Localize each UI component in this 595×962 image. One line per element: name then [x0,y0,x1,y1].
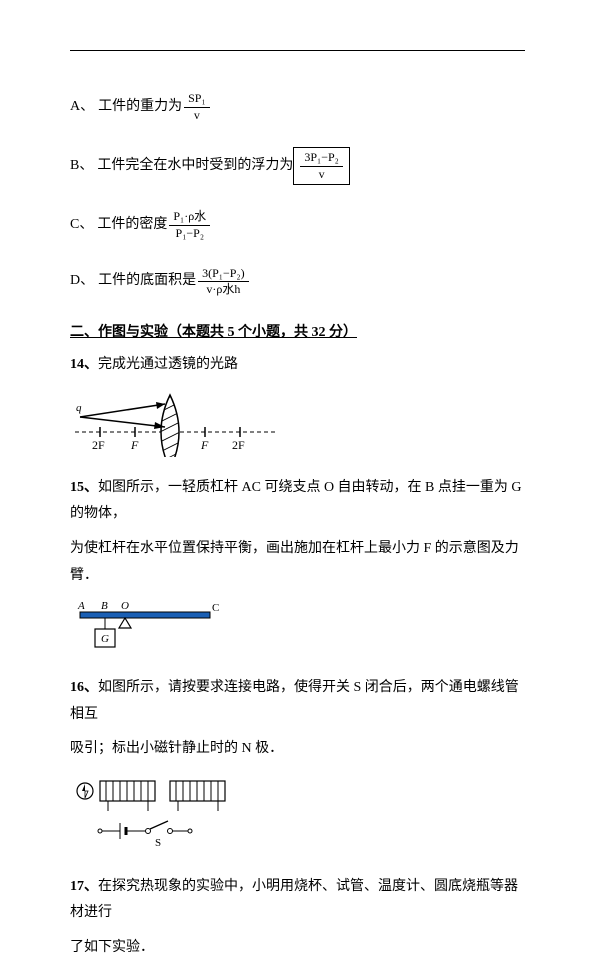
figure-15-lever: G A B O C [70,597,525,657]
frac-den: v [300,167,342,183]
frac-num: P₁·ρ水 [169,209,210,226]
option-b: B、 工件完全在水中时受到的浮力为 3P₁−P₂ v [70,147,525,185]
option-a-label: A、 [70,96,94,118]
figure-16-solenoids: S [70,771,525,856]
label-B: B [101,600,108,612]
question-17: 17、在探究热现象的实验中，小明用烧杯、试管、温度计、圆底烧瓶等器材进行 [70,874,525,927]
option-c: C、 工件的密度 P₁·ρ水 P₁−P₂ [70,209,525,241]
label-q: q [76,402,82,414]
question-15: 15、如图所示，一轻质杠杆 AC 可绕支点 O 自由转动，在 B 点挂一重为 G… [70,475,525,528]
option-b-label: B、 [70,155,93,177]
frac-num: SP₁ [184,91,210,108]
label-2F-right: 2F [232,438,245,452]
frac-den: P₁−P₂ [169,226,210,242]
option-c-fraction: P₁·ρ水 P₁−P₂ [169,209,210,241]
question-15-line2: 为使杠杆在水平位置保持平衡，画出施加在杠杆上最小力 F 的示意图及力臂． [70,536,525,589]
frac-num: 3P₁−P₂ [300,150,342,167]
label-C: C [212,602,219,614]
option-b-text: 工件完全在水中时受到的浮力为 [97,155,293,177]
q15-number: 15、 [70,480,98,495]
top-horizontal-rule [70,50,525,51]
option-d-label: D、 [70,270,94,292]
q14-number: 14、 [70,357,98,372]
question-16: 16、如图所示，请按要求连接电路，使得开关 S 闭合后，两个通电螺线管相互 [70,675,525,728]
option-c-text: 工件的密度 [97,214,167,236]
option-a: A、 工件的重力为 SP₁ v [70,91,525,123]
option-b-box: 3P₁−P₂ v [293,147,349,185]
option-d: D、 工件的底面积是 3(P₁−P₂) v·ρ水h [70,266,525,298]
option-d-fraction: 3(P₁−P₂) v·ρ水h [198,266,248,298]
label-F-right: F [200,438,209,452]
q16-text-line1: 如图所示，请按要求连接电路，使得开关 S 闭合后，两个通电螺线管相互 [70,680,519,722]
label-S: S [155,837,161,849]
q14-text: 完成光通过透镜的光路 [98,357,238,372]
option-d-text: 工件的底面积是 [98,270,196,292]
label-2F-left: 2F [92,438,105,452]
question-14: 14、完成光通过透镜的光路 [70,352,525,379]
label-O: O [121,600,129,612]
option-a-text: 工件的重力为 [98,96,182,118]
question-16-line2: 吸引；标出小磁针静止时的 N 极． [70,736,525,763]
option-a-fraction: SP₁ v [184,91,210,123]
section-2-title: 二、作图与实验（本题共 5 个小题，共 32 分） [70,322,525,344]
frac-den: v·ρ水h [198,282,248,298]
label-G: G [101,633,109,645]
q15-text-line1: 如图所示，一轻质杠杆 AC 可绕支点 O 自由转动，在 B 点挂一重为 G 的物… [70,480,522,522]
option-c-label: C、 [70,214,93,236]
label-A: A [77,600,85,612]
figure-14-lens: q 2F F F 2F [70,387,525,457]
q17-text-line1: 在探究热现象的实验中，小明用烧杯、试管、温度计、圆底烧瓶等器材进行 [70,879,518,921]
option-b-fraction: 3P₁−P₂ v [300,150,342,182]
frac-num: 3(P₁−P₂) [198,266,248,283]
question-17-line2: 了如下实验． [70,935,525,962]
label-F-left: F [130,438,139,452]
q17-number: 17、 [70,879,98,894]
q16-number: 16、 [70,680,98,695]
frac-den: v [184,108,210,124]
